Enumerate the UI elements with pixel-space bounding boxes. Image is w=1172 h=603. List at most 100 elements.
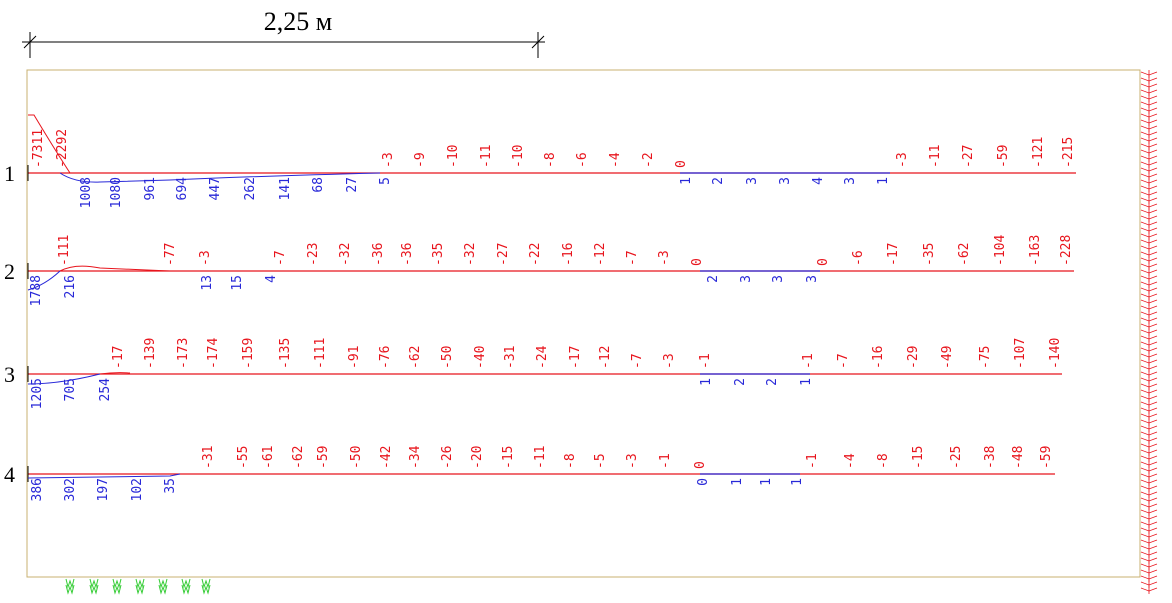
value-label-negative: -77 (163, 243, 178, 266)
value-label-negative: -31 (201, 446, 216, 469)
value-label-positive: 447 (208, 177, 223, 200)
value-label-negative: -7 (273, 250, 288, 266)
row-label: 2 (4, 259, 15, 284)
value-label-positive: 68 (311, 177, 326, 193)
diagram-blue (27, 373, 101, 385)
row: 2-111 -77 -3 -7 -23 -32 -36 -36 -35 -32 -27 -22 -16-… (4, 235, 1074, 306)
value-label-negative: -27 (961, 145, 976, 168)
row-label: 3 (4, 362, 15, 387)
value-label-negative: -3 (198, 250, 213, 266)
scale-label: 2,25 м (264, 7, 332, 36)
value-label-negative: -107 (1013, 338, 1028, 369)
value-label-negative: -42 (379, 446, 394, 469)
value-label-negative: -10 (511, 145, 526, 168)
value-label-negative: -91 (347, 346, 362, 369)
value-label-positive: 961 (143, 177, 158, 200)
value-label-negative: -173 (176, 338, 191, 369)
value-label-negative: -16 (561, 243, 576, 266)
value-label-negative: -25 (949, 446, 964, 469)
value-label-positive: 1 (876, 177, 891, 185)
value-label-negative: -7 (625, 250, 640, 266)
value-label-positive: 1 (759, 478, 774, 486)
value-label-positive: 3 (778, 177, 793, 185)
value-label-negative: -49 (940, 346, 955, 369)
value-label-negative: -35 (922, 243, 937, 266)
value-label-negative: -7 (836, 353, 851, 369)
value-label-negative: -163 (1028, 235, 1043, 266)
value-label-negative: -4 (608, 152, 623, 168)
value-label-positive: 1788 (29, 275, 44, 306)
value-label-negative: -32 (338, 243, 353, 266)
value-label-negative: -215 (1061, 137, 1076, 168)
value-label-negative: -6 (575, 152, 590, 168)
value-label-negative: -121 (1031, 137, 1046, 168)
value-label-negative: -76 (378, 346, 393, 369)
value-label-negative: -20 (470, 446, 485, 469)
value-label-positive: 3 (805, 275, 820, 283)
value-label-positive: 694 (175, 177, 190, 201)
value-label-negative: -11 (533, 446, 548, 469)
value-label-positive: 3 (771, 275, 786, 283)
value-label-negative: -11 (928, 145, 943, 168)
value-label-positive: 102 (130, 478, 145, 501)
row-label: 4 (4, 462, 15, 487)
value-label-negative: -6 (851, 250, 866, 266)
value-label-negative: -7311 (31, 129, 46, 168)
value-label-negative: -12 (593, 243, 608, 266)
value-label-negative: -29 (906, 346, 921, 369)
value-label-positive: 254 (98, 378, 113, 402)
value-label-negative: -59 (996, 145, 1011, 168)
value-label-positive: 3 (843, 177, 858, 185)
value-label-negative: -11 (479, 145, 494, 168)
value-label-negative: -35 (431, 243, 446, 266)
value-label-positive: 2 (706, 275, 721, 283)
value-label-negative: -40 (473, 346, 488, 369)
value-label-negative: -8 (543, 152, 558, 168)
value-label-positive: 262 (243, 177, 258, 200)
value-label-negative: -159 (241, 338, 256, 369)
value-label-negative: -2292 (55, 129, 70, 168)
value-label-positive: 705 (63, 378, 78, 401)
value-label-negative: 0 (674, 160, 689, 168)
value-label-negative: -36 (400, 243, 415, 266)
value-label-positive: 1 (799, 378, 814, 386)
value-label-negative: 0 (690, 258, 705, 266)
value-label-negative: -62 (408, 346, 423, 369)
value-label-positive: 302 (63, 478, 78, 501)
diagram-red (99, 372, 131, 375)
value-label-negative: -36 (371, 243, 386, 266)
diagram-red (28, 114, 71, 174)
diagram-blue (27, 473, 181, 479)
value-label-negative: -16 (871, 346, 886, 369)
value-label-positive: 15 (230, 275, 245, 291)
value-label-negative: -7 (630, 353, 645, 369)
value-label-negative: -61 (261, 446, 276, 469)
value-label-positive: 216 (63, 275, 78, 298)
value-label-negative: -48 (1011, 446, 1026, 469)
value-label-negative: -228 (1059, 235, 1074, 266)
diagram-blue (59, 172, 381, 183)
value-label-negative: -26 (440, 446, 455, 469)
value-label-negative: -50 (349, 446, 364, 469)
value-label-negative: -5 (593, 453, 608, 469)
value-label-negative: -9 (413, 152, 428, 168)
value-label-negative: -139 (143, 338, 158, 369)
value-label-positive: 35 (163, 478, 178, 494)
value-label-negative: -15 (501, 446, 516, 469)
value-label-negative: -55 (236, 446, 251, 469)
row-label: 1 (4, 161, 15, 186)
value-label-negative: -31 (503, 346, 518, 369)
value-label-positive: 386 (30, 478, 45, 501)
value-label-negative: -2 (641, 152, 656, 168)
value-label-negative: -38 (983, 446, 998, 469)
value-label-negative: -62 (291, 446, 306, 469)
value-label-positive: 1 (679, 177, 694, 185)
value-label-negative: -174 (206, 338, 221, 369)
value-label-negative: -4 (843, 453, 858, 469)
value-label-negative: -3 (895, 152, 910, 168)
value-label-negative: -3 (657, 250, 672, 266)
diagram-blue (27, 270, 61, 291)
value-label-negative: -8 (563, 453, 578, 469)
value-label-negative: -1 (801, 353, 816, 369)
